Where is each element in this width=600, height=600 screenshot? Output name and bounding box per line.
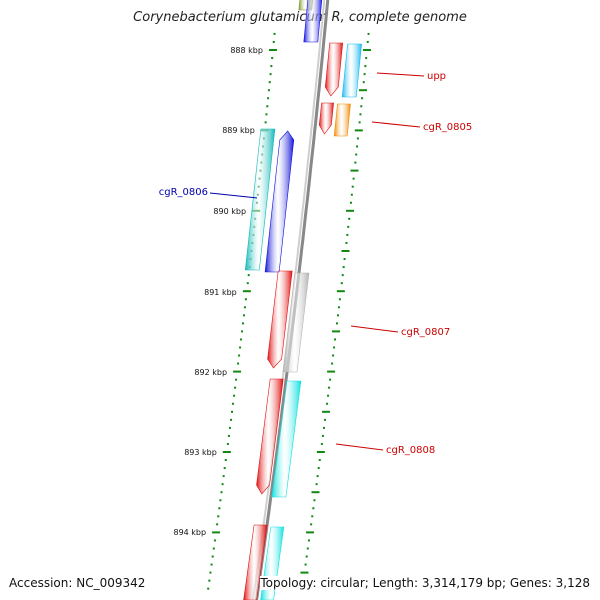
gene-label: cgR_0807 [401, 327, 450, 338]
gene-label-leader [335, 443, 384, 451]
gene-label-leader [350, 325, 399, 333]
gene-label-leader [376, 72, 425, 77]
gene-feature [333, 103, 351, 137]
topology-label: Topology: circular; Length: 3,314,179 bp… [260, 576, 590, 590]
ruler-label: 891 kbp [204, 288, 237, 297]
gene-label: upp [427, 71, 446, 82]
gene-label: cgR_0806 [159, 187, 208, 198]
gene-feature [243, 524, 268, 600]
ruler-label: 893 kbp [184, 448, 217, 457]
gene-feature [282, 272, 310, 373]
gene-feature [264, 130, 295, 273]
gene-feature [324, 42, 344, 97]
gene-feature [256, 378, 284, 495]
ruler-label: 888 kbp [230, 46, 263, 55]
ruler-label: 889 kbp [222, 126, 255, 135]
gene-feature [303, 0, 323, 43]
ruler-label: 892 kbp [194, 368, 227, 377]
gene-feature [318, 102, 334, 135]
accession-label: Accession: NC_009342 [9, 576, 146, 590]
gene-label-leader [371, 121, 421, 128]
gene-label: cgR_0805 [423, 122, 472, 133]
gene-feature [341, 43, 362, 98]
ruler-label: 890 kbp [213, 207, 246, 216]
gene-feature [271, 380, 302, 498]
map-title: Corynebacterium glutamicum R, complete g… [133, 10, 467, 25]
gene-label: cgR_0808 [386, 445, 435, 456]
gene-feature [267, 270, 293, 369]
gene-label-leader [209, 192, 258, 199]
ruler-label: 894 kbp [173, 528, 206, 537]
gene-feature [244, 128, 276, 271]
